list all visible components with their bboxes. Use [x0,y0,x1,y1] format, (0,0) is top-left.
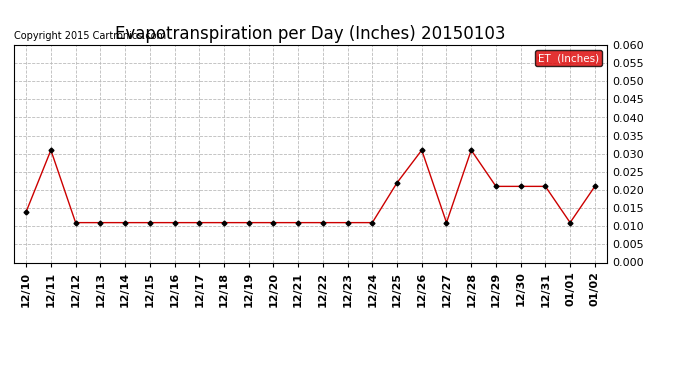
Title: Evapotranspiration per Day (Inches) 20150103: Evapotranspiration per Day (Inches) 2015… [115,26,506,44]
Legend: ET  (Inches): ET (Inches) [535,50,602,66]
Text: Copyright 2015 Cartronics.com: Copyright 2015 Cartronics.com [14,31,166,40]
